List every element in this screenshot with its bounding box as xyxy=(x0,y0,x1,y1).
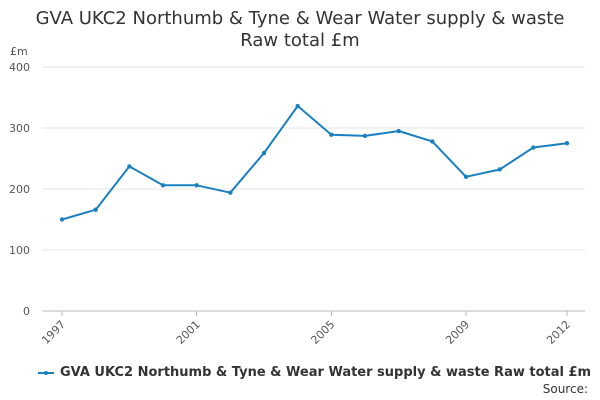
data-point[interactable] xyxy=(295,103,300,109)
data-point[interactable] xyxy=(362,133,368,139)
data-point[interactable] xyxy=(564,141,570,146)
data-point[interactable] xyxy=(228,190,233,195)
data-point[interactable] xyxy=(59,217,65,222)
series-layer xyxy=(59,103,570,222)
data-point[interactable] xyxy=(463,174,469,179)
source-label: Source: xyxy=(542,382,588,396)
chart-title: GVA UKC2 Northumb & Tyne & Wear Water su… xyxy=(0,8,600,52)
y-tick-label: 100 xyxy=(9,244,30,257)
x-tick-label: 2012 xyxy=(544,318,573,347)
chart-title-line-2: Raw total £m xyxy=(240,30,360,51)
data-point[interactable] xyxy=(93,207,98,212)
chart-title-line-1: GVA UKC2 Northumb & Tyne & Wear Water su… xyxy=(35,8,565,29)
y-tick-label: 400 xyxy=(9,61,30,74)
series-line xyxy=(61,105,568,221)
x-tick-label: 2005 xyxy=(308,318,337,347)
x-tick-label: 2001 xyxy=(174,318,203,347)
data-point[interactable] xyxy=(396,128,401,134)
x-axis-tick-labels: 1997 2001 2005 2009 2012 xyxy=(39,311,573,347)
data-point[interactable] xyxy=(194,183,199,188)
y-axis-unit-label: £m xyxy=(10,45,28,58)
data-point[interactable] xyxy=(127,164,132,169)
data-point[interactable] xyxy=(160,183,166,188)
y-axis-tick-labels: 0 100 200 300 400 xyxy=(9,61,30,318)
data-point[interactable] xyxy=(497,167,502,172)
legend[interactable]: GVA UKC2 Northumb & Tyne & Wear Water su… xyxy=(38,365,591,380)
data-point[interactable] xyxy=(261,150,267,156)
legend-swatch-icon xyxy=(38,368,54,378)
x-tick-label: 1997 xyxy=(39,318,68,347)
x-tick-label: 2009 xyxy=(443,318,472,347)
data-point[interactable] xyxy=(430,139,435,144)
gridlines xyxy=(42,66,585,312)
y-tick-label: 0 xyxy=(23,305,30,318)
data-point[interactable] xyxy=(329,132,334,137)
legend-series-label: GVA UKC2 Northumb & Tyne & Wear Water su… xyxy=(60,365,592,380)
data-point[interactable] xyxy=(531,145,536,150)
y-tick-label: 300 xyxy=(9,122,30,135)
y-tick-label: 200 xyxy=(9,183,30,196)
